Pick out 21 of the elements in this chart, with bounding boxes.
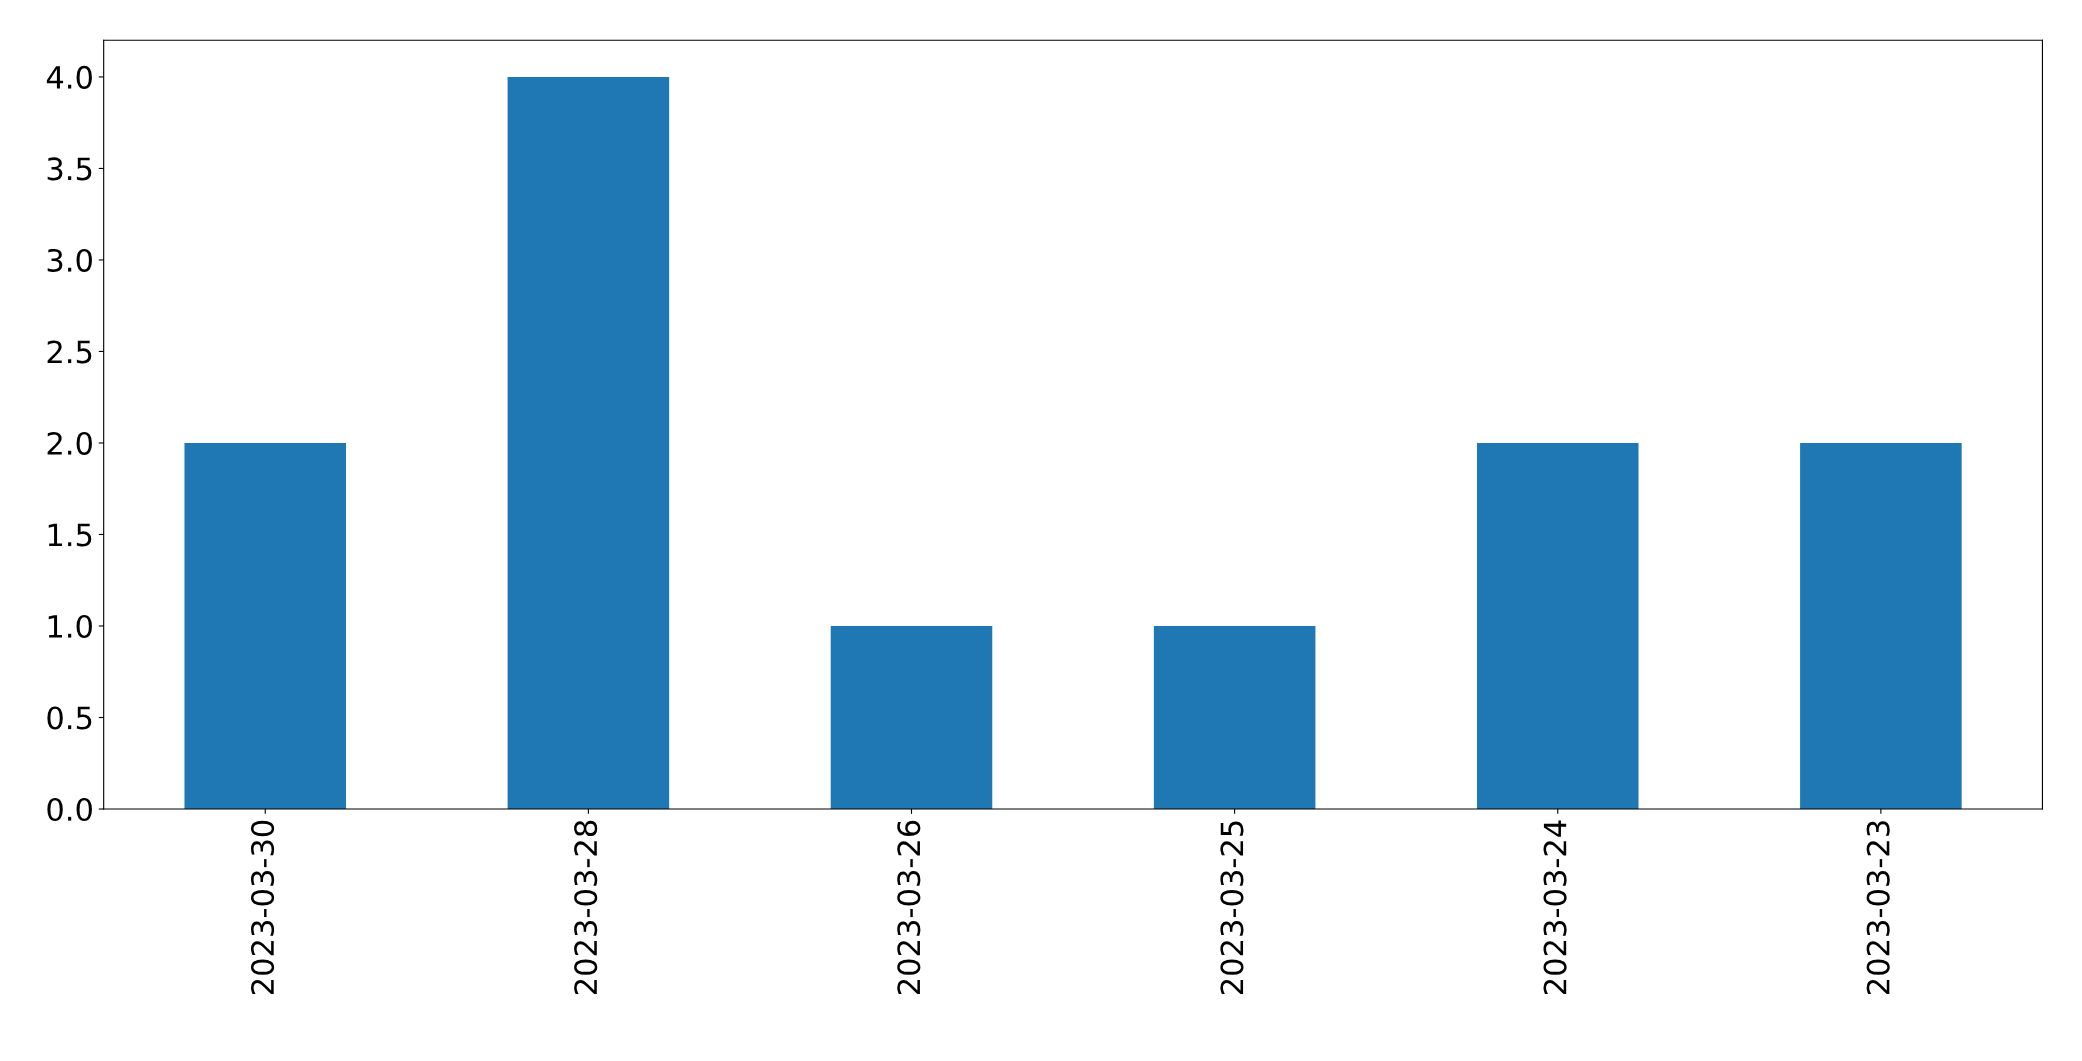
bar xyxy=(830,625,993,810)
bar xyxy=(507,76,670,810)
x-tick-label: 2023-03-28 xyxy=(574,820,598,995)
bar xyxy=(1153,625,1316,810)
y-tick-label: 4.0 xyxy=(46,65,92,89)
x-tick-label: 2023-03-26 xyxy=(897,820,921,995)
x-tick-label: 2023-03-23 xyxy=(1866,821,1890,995)
bar xyxy=(184,442,347,810)
y-tick-label: 2.0 xyxy=(47,431,92,456)
y-tick-label: 2.5 xyxy=(47,340,92,364)
bar xyxy=(1800,442,1962,810)
y-tick-label: 0.5 xyxy=(47,706,92,730)
x-tick-label: 2023-03-30 xyxy=(251,820,275,995)
x-tick-label: 2023-03-24 xyxy=(1543,820,1567,995)
y-tick-label: 1.5 xyxy=(48,523,92,547)
y-tick-label: 3.5 xyxy=(47,157,92,181)
x-tick-label: 2023-03-25 xyxy=(1220,821,1244,995)
y-tick-label: 0.0 xyxy=(47,797,92,822)
y-tick-label: 3.0 xyxy=(47,248,92,272)
y-tick-label: 1.0 xyxy=(48,614,92,639)
bar xyxy=(1476,442,1639,810)
